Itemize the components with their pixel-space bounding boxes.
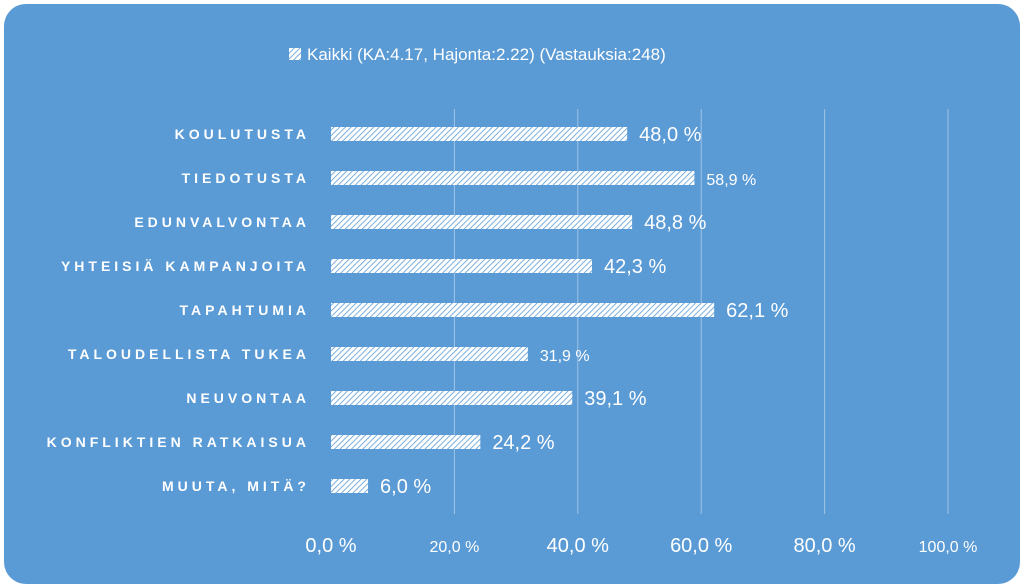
category-label: YHTEISIÄ KAMPANJOITA (61, 258, 310, 274)
category-label: TIEDOTUSTA (182, 170, 310, 186)
legend-swatch (289, 48, 301, 60)
bar (331, 303, 715, 317)
x-tick-label: 100,0 % (919, 539, 978, 556)
x-tick-label: 0,0 % (305, 535, 356, 557)
category-label: TAPAHTUMIA (180, 302, 310, 318)
x-tick-label: 40,0 % (547, 535, 609, 557)
bar (331, 479, 369, 493)
value-label: 31,9 % (540, 348, 590, 365)
value-label: 6,0 % (380, 476, 431, 498)
value-label: 58,9 % (706, 172, 756, 189)
category-label: NEUVONTAA (186, 390, 310, 406)
bar (331, 171, 695, 185)
category-label: KONFLIKTIEN RATKAISUA (47, 434, 310, 450)
value-labels: 48,0 % 58,9 % 48,8 % 42,3 % 62,1 % 31,9 % 39,1… (380, 124, 789, 498)
category-label: KOULUTUSTA (175, 126, 310, 142)
value-label: 48,0 % (639, 124, 701, 146)
legend: Kaikki (KA:4.17, Hajonta:2.22) (Vastauks… (289, 45, 666, 64)
bar-chart: Kaikki (KA:4.17, Hajonta:2.22) (Vastauks… (47, 45, 978, 557)
value-label: 39,1 % (584, 388, 646, 410)
bar (331, 347, 528, 361)
bar (331, 391, 573, 405)
x-tick-label: 20,0 % (429, 539, 479, 556)
bar (331, 259, 592, 273)
category-label: TALOUDELLISTA TUKEA (68, 346, 310, 362)
value-label: 24,2 % (492, 432, 554, 454)
value-label: 42,3 % (604, 256, 666, 278)
bar (331, 435, 481, 449)
x-axis-tick-labels: 0,0 % 20,0 % 40,0 % 60,0 % 80,0 % 100,0 % (305, 535, 977, 557)
value-label: 62,1 % (726, 300, 788, 322)
chart-card: Kaikki (KA:4.17, Hajonta:2.22) (Vastauks… (4, 4, 1020, 584)
category-label: EDUNVALVONTAA (134, 214, 310, 230)
x-tick-label: 60,0 % (670, 535, 732, 557)
category-labels: KOULUTUSTA TIEDOTUSTA EDUNVALVONTAA YHTEISI… (47, 126, 310, 494)
bars (331, 127, 715, 493)
category-label: MUUTA, MITÄ? (162, 478, 310, 494)
x-tick-label: 80,0 % (793, 535, 855, 557)
bar (331, 127, 628, 141)
legend-label: Kaikki (KA:4.17, Hajonta:2.22) (Vastauks… (307, 45, 666, 64)
bar (331, 215, 633, 229)
value-label: 48,8 % (644, 212, 706, 234)
